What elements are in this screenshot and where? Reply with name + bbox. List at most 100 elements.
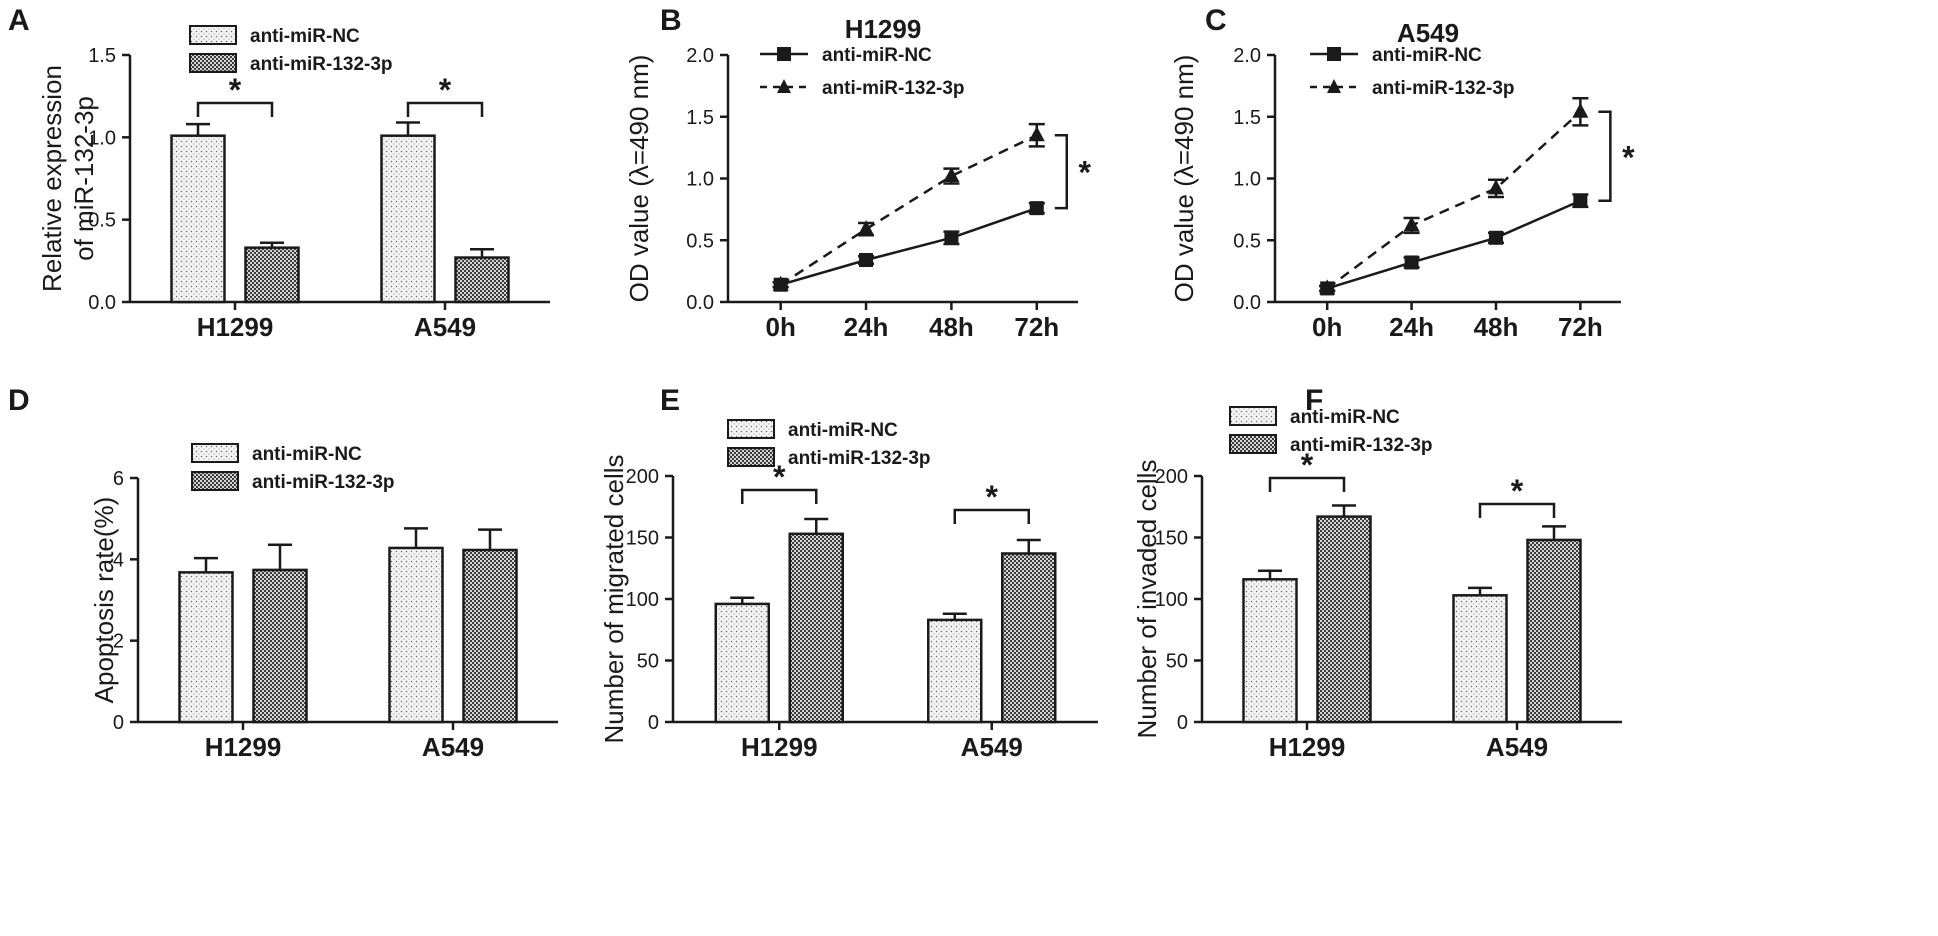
data-point-square <box>1029 201 1044 216</box>
x-tick-label: 48h <box>929 312 974 342</box>
y-tick-label: 0.0 <box>88 292 116 314</box>
bar <box>388 546 444 724</box>
x-tick-label: 48h <box>1474 312 1519 342</box>
y-tick-label: 0.0 <box>686 292 714 314</box>
bar <box>244 246 300 304</box>
legend-marker-square <box>777 47 791 61</box>
data-point-triangle <box>772 275 789 291</box>
y-axis-title: Relative expressionof miR-132-3p <box>37 65 99 292</box>
x-tick-label: H1299 <box>205 732 282 762</box>
chart-title: A549 <box>1397 18 1459 48</box>
y-tick-label: 0.5 <box>686 230 714 252</box>
data-point-triangle <box>858 220 875 236</box>
x-tick-label: H1299 <box>197 312 274 342</box>
data-point-triangle <box>1403 216 1420 232</box>
bar <box>178 571 234 724</box>
y-axis-title-line: of miR-132-3p <box>69 96 99 261</box>
legend-swatch <box>191 471 239 491</box>
legend-swatch <box>191 443 239 463</box>
significance-star: * <box>1622 139 1635 175</box>
y-tick-label: 1.0 <box>88 127 116 149</box>
significance-star: * <box>1079 155 1092 191</box>
significance-bracket <box>1478 502 1556 518</box>
bar <box>927 618 983 724</box>
series-line <box>1326 199 1581 290</box>
significance-bracket <box>953 508 1030 524</box>
significance-star: * <box>986 479 999 515</box>
y-axis-title-line: OD value (λ=490 nm) <box>1169 55 1199 303</box>
y-tick-label: 0.0 <box>1233 292 1261 314</box>
x-tick-label: A549 <box>961 732 1023 762</box>
data-point-triangle <box>1572 102 1589 118</box>
chart-title: H1299 <box>845 14 922 44</box>
y-tick-label: 1.5 <box>686 107 714 129</box>
panel-letter: C <box>1205 4 1227 37</box>
bar <box>1316 515 1372 724</box>
panel-b: B H1299 0.0 0.5 1.0 1.5 2.0 OD value (λ=490 nm)… <box>624 4 1092 342</box>
y-tick-label: 200 <box>626 466 659 488</box>
y-axis-title: OD value (λ=490 nm) <box>1169 55 1199 303</box>
y-tick-label: 100 <box>626 589 659 611</box>
y-tick-label: 50 <box>637 651 659 673</box>
significance-bracket <box>1268 476 1346 492</box>
legend-label: anti-miR-NC <box>822 45 932 66</box>
y-tick-label: 1.5 <box>88 45 116 67</box>
y-tick-label: 0.5 <box>88 210 116 232</box>
y-tick-label: 150 <box>626 528 659 550</box>
series-line <box>780 206 1038 286</box>
y-tick-label: 100 <box>1155 589 1188 611</box>
panel-letter: A <box>8 4 30 37</box>
legend-swatch <box>727 419 775 439</box>
bar <box>714 602 770 724</box>
y-tick-label: 2 <box>113 631 124 653</box>
legend-marker-triangle <box>1327 79 1341 93</box>
significance-bracket <box>196 101 274 117</box>
y-axis-title: Apoptosis rate(%) <box>89 497 119 704</box>
bar <box>462 548 518 724</box>
x-tick-label: A549 <box>1486 732 1548 762</box>
data-point-square <box>859 253 874 268</box>
y-tick-label: 2.0 <box>686 45 714 67</box>
series-line <box>780 134 1038 286</box>
y-tick-label: 2.0 <box>1233 45 1261 67</box>
x-tick-label: 72h <box>1558 312 1603 342</box>
y-tick-label: 150 <box>1155 528 1188 550</box>
legend-swatch <box>189 53 237 73</box>
data-point-triangle <box>943 167 960 183</box>
significance-bracket <box>1054 134 1069 210</box>
legend-label: anti-miR-NC <box>250 26 360 47</box>
x-tick-label: H1299 <box>1269 732 1346 762</box>
x-tick-label: 0h <box>1312 312 1342 342</box>
y-tick-label: 0.5 <box>1233 230 1261 252</box>
y-tick-label: 0 <box>648 712 659 734</box>
data-point-square <box>1573 193 1588 208</box>
legend-label: anti-miR-132-3p <box>250 54 393 75</box>
significance-bracket <box>741 488 818 504</box>
y-tick-label: 200 <box>1155 466 1188 488</box>
bar <box>1001 552 1057 724</box>
panel-letter: D <box>8 384 30 417</box>
legend-marker-square <box>1327 47 1341 61</box>
bar <box>1242 578 1298 724</box>
y-tick-label: 4 <box>113 549 124 571</box>
data-point-triangle <box>1028 126 1045 142</box>
legend-label: anti-miR-NC <box>252 444 362 465</box>
bar <box>454 256 510 304</box>
bar <box>252 568 308 724</box>
legend-swatch <box>1229 406 1277 426</box>
significance-bracket <box>406 101 484 117</box>
x-tick-label: 0h <box>766 312 796 342</box>
x-tick-label: 24h <box>844 312 889 342</box>
legend-label: anti-miR-132-3p <box>1372 78 1515 99</box>
y-tick-label: 1.0 <box>686 169 714 191</box>
legend-label: anti-miR-132-3p <box>252 472 395 493</box>
y-axis-title: Number of migrated cells <box>599 455 629 744</box>
significance-star: * <box>773 459 786 495</box>
y-tick-label: 1.5 <box>1233 107 1261 129</box>
x-tick-label: 72h <box>1014 312 1059 342</box>
significance-bracket <box>1598 110 1612 202</box>
